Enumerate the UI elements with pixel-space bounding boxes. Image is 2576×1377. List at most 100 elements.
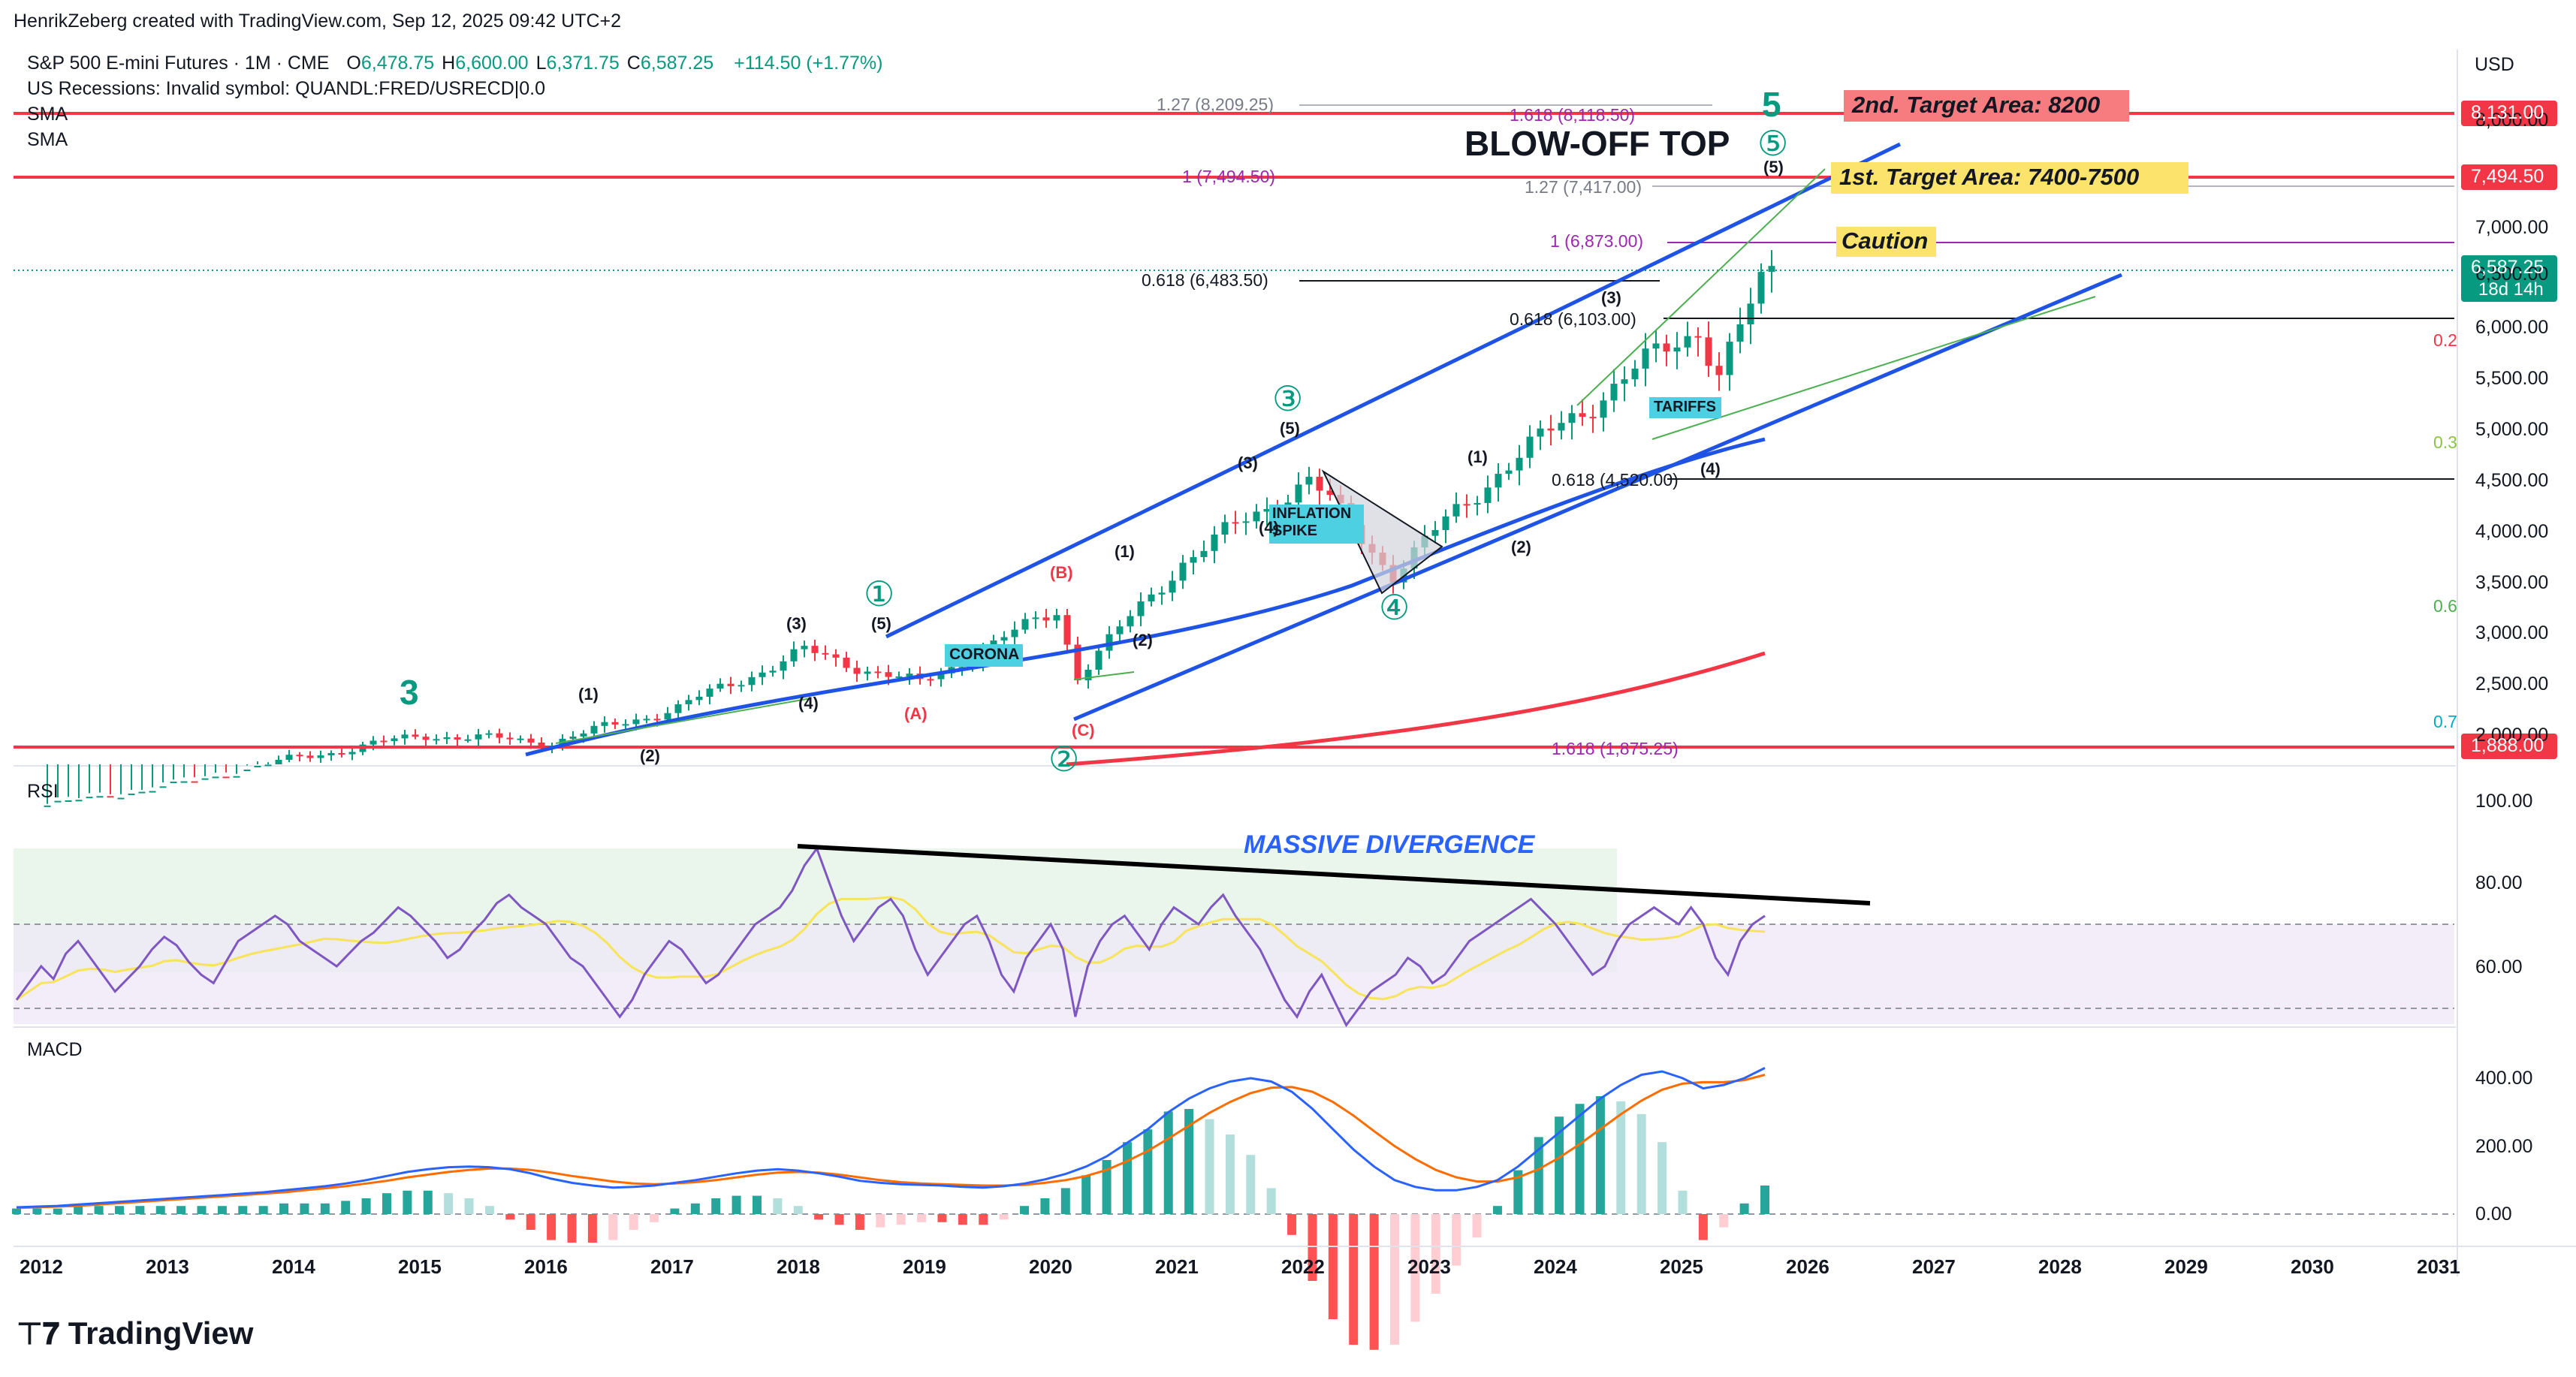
red-sma [1066, 651, 1766, 767]
candle-body [1537, 428, 1544, 437]
macd-histogram-bar [855, 1214, 864, 1230]
fib-label-6483: 0.618 (6,483.50) [1142, 270, 1268, 290]
candle-body [201, 778, 209, 780]
sma-label-1[interactable]: SMA [27, 104, 68, 125]
symbol-name[interactable]: S&P 500 E-mini Futures · 1M · CME [27, 53, 330, 74]
big-wave-5: 5 [1762, 85, 1781, 124]
candle-body [1190, 557, 1197, 563]
tradingview-logo[interactable]: ⊤𝟕 TradingView [17, 1315, 254, 1351]
macd-histogram-bar [53, 1208, 62, 1214]
candle-body [1442, 516, 1449, 530]
candle-body [1579, 413, 1586, 417]
candle-body [811, 646, 819, 653]
candle-body [790, 649, 798, 661]
candle-body [674, 704, 682, 713]
candle-body [832, 654, 840, 658]
macd-tick: 0.00 [2475, 1204, 2512, 1225]
wave-label-3-2017: (3) [786, 614, 807, 633]
fib-label-1875: 1.618 (1,875.25) [1552, 739, 1679, 758]
macd-histogram-bar [731, 1195, 741, 1214]
currency-label[interactable]: USD [2475, 54, 2514, 75]
candle-body [464, 739, 472, 741]
edge-fib-07: 0.7 [2433, 712, 2457, 731]
candle-body [1305, 476, 1313, 485]
candle-body [1179, 562, 1187, 581]
candle-body [517, 738, 524, 740]
tradingview-logo-icon: ⊤𝟕 [17, 1318, 60, 1351]
corona-label: CORONA [949, 646, 1020, 663]
macd-histogram-bar [937, 1214, 947, 1222]
macd-label[interactable]: MACD [27, 1039, 83, 1060]
candle-body [1495, 473, 1502, 488]
candle-body [769, 670, 777, 673]
candle-body [622, 724, 629, 726]
macd-histogram-bar [32, 1208, 42, 1214]
rsi-tick: 100.00 [2475, 791, 2533, 812]
candle-body [1021, 619, 1029, 630]
macd-histogram-bar [361, 1198, 371, 1214]
candle-body [1011, 629, 1018, 637]
wave-label-4-2017: (4) [798, 694, 819, 713]
macd-histogram-bar [444, 1193, 454, 1214]
candle-body [75, 800, 83, 802]
candle-body [1127, 616, 1134, 627]
blow-off-top-label: BLOW-OFF TOP [1464, 124, 1730, 163]
candle-body [1326, 490, 1334, 496]
macd-histogram-bar [505, 1214, 515, 1220]
candle-body [212, 776, 219, 779]
candle-body [243, 769, 251, 771]
candle-body [412, 734, 419, 737]
candle-body [1232, 522, 1239, 524]
macd-histogram-bar [670, 1208, 680, 1214]
macd-histogram-bar [773, 1198, 783, 1214]
macd-histogram-bar [94, 1206, 104, 1214]
macd-histogram-bar [1452, 1214, 1461, 1266]
candle-body [1642, 348, 1649, 369]
macd-histogram-bar [1575, 1104, 1585, 1214]
target1-label: 1st. Target Area: 7400-7500 [1839, 164, 2140, 190]
macd-histogram-bar [567, 1214, 577, 1243]
candle-body [86, 797, 93, 799]
recession-line[interactable]: US Recessions: Invalid symbol: QUANDL:FR… [27, 78, 546, 99]
macd-histogram-bar [1040, 1198, 1050, 1214]
macd-histogram-bar [834, 1214, 844, 1225]
sma-label-2[interactable]: SMA [27, 129, 68, 150]
wave-label-1-2023: (1) [1467, 447, 1488, 466]
candle-body [685, 700, 692, 705]
macd-histogram-bar [1472, 1214, 1482, 1238]
candle-body [895, 676, 903, 678]
macd-histogram-bar [155, 1206, 165, 1214]
wave-label-3-2021: (3) [1238, 453, 1258, 472]
candle-body [275, 760, 282, 764]
time-tick: 2022 [1281, 1255, 1325, 1278]
candle-body [180, 781, 188, 783]
candle-body [759, 672, 766, 677]
macd-histogram-bar [587, 1214, 597, 1243]
price-tick: 4,000.00 [2475, 521, 2549, 542]
time-tick: 2012 [20, 1255, 63, 1278]
candle-body [107, 796, 114, 798]
time-tick: 2027 [1912, 1255, 1956, 1278]
time-tick: 2024 [1534, 1255, 1577, 1278]
rsi-label[interactable]: RSI [27, 781, 59, 802]
rsi-ma-line [16, 896, 1766, 1002]
candle-body [1463, 504, 1470, 506]
candle-body [1726, 342, 1733, 375]
macd-histogram-bar [300, 1203, 309, 1214]
candle-body [706, 688, 713, 697]
candle-body [317, 755, 324, 758]
candle-body [1600, 400, 1607, 418]
macd-histogram-bar [1492, 1206, 1502, 1214]
candle-body [1715, 366, 1723, 375]
macd-histogram-bar [1636, 1113, 1646, 1214]
price-tag-7494-bg [2461, 164, 2557, 190]
candle-body [738, 685, 745, 687]
green-trend-3 [555, 698, 812, 744]
wave-label-5-2021: (5) [1280, 419, 1300, 438]
candle-body [422, 737, 430, 740]
macd-histogram-bar [176, 1206, 186, 1214]
candle-body [1663, 343, 1670, 352]
price-tick: 6,500.00 [2475, 264, 2549, 285]
candle-body [454, 737, 461, 740]
